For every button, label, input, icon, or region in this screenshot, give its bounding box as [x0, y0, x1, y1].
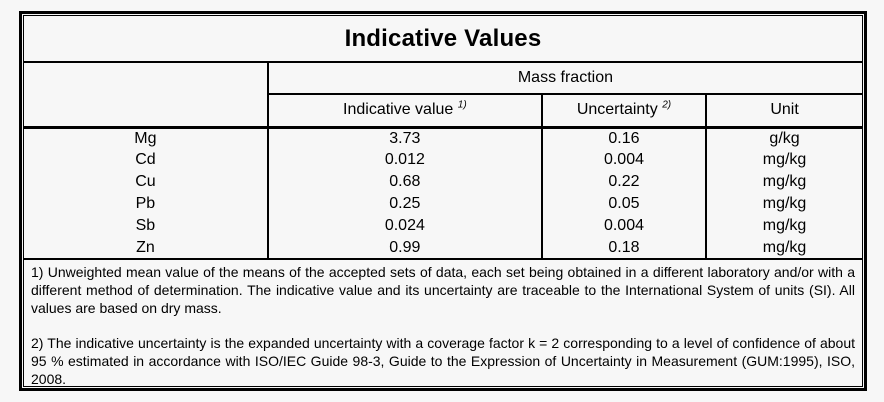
- indicative-values-document: Indicative Values Mass fraction Indicati…: [19, 11, 867, 391]
- table-outer-border: Indicative Values Mass fraction Indicati…: [19, 11, 867, 391]
- footnote-marker-1: 1): [457, 99, 467, 111]
- value-cell: 0.012: [266, 149, 542, 171]
- col-header-uncertainty-label: Uncertainty: [576, 101, 658, 119]
- table-inner-border: Indicative Values Mass fraction Indicati…: [23, 15, 863, 390]
- unit-cell: mg/kg: [705, 237, 862, 259]
- uncertainty-cell: 0.18: [540, 237, 707, 259]
- table-row: Cd 0.012 0.004 mg/kg: [24, 149, 862, 171]
- uncertainty-cell: 0.16: [540, 127, 707, 149]
- col-header-unit: Unit: [706, 94, 862, 129]
- footnote-marker-2: 2): [662, 99, 672, 111]
- col-header-indicative-value: Indicative value 1): [266, 94, 543, 129]
- element-cell: Cu: [135, 173, 156, 190]
- unit-cell: mg/kg: [705, 193, 862, 215]
- element-cell: Mg: [134, 129, 157, 147]
- unit-cell: mg/kg: [705, 149, 862, 171]
- value-cell: 0.99: [266, 237, 542, 259]
- title-row: Indicative Values: [24, 16, 862, 63]
- group-header-row: Mass fraction: [24, 62, 862, 129]
- col-header-indicative-value-label: Indicative value: [343, 101, 454, 119]
- footnotes-section: 1) Unweighted mean value of the means of…: [24, 258, 862, 390]
- table-row: Sb 0.024 0.004 mg/kg: [24, 215, 862, 237]
- uncertainty-cell: 0.004: [540, 215, 707, 237]
- column-header-row: Indicative value 1) Uncertainty 2) Unit: [24, 94, 862, 129]
- table-row: Pb 0.25 0.05 mg/kg: [24, 193, 862, 215]
- uncertainty-cell: 0.22: [540, 171, 707, 193]
- element-cell: Sb: [135, 217, 156, 234]
- element-cell: Pb: [135, 195, 156, 212]
- value-cell: 0.024: [266, 215, 542, 237]
- unit-cell: mg/kg: [705, 171, 862, 193]
- unit-cell: g/kg: [705, 127, 862, 149]
- value-cell: 0.68: [266, 171, 542, 193]
- footnote-1: 1) Unweighted mean value of the means of…: [31, 264, 855, 316]
- uncertainty-cell: 0.05: [540, 193, 707, 215]
- value-cell: 0.25: [266, 193, 542, 215]
- indicative-values-table: Indicative Values Mass fraction Indicati…: [24, 16, 862, 390]
- unit-cell: mg/kg: [705, 215, 862, 237]
- element-cell: Cd: [135, 151, 156, 168]
- value-cell: 3.73: [266, 127, 542, 149]
- footnote-2: 2) The indicative uncertainty is the exp…: [31, 335, 855, 387]
- table-row: Mg 3.73 0.16 g/kg: [24, 127, 862, 149]
- table-row: Zn 0.99 0.18 mg/kg: [24, 237, 862, 259]
- uncertainty-cell: 0.004: [540, 149, 707, 171]
- group-header-mass-fraction: Mass fraction: [267, 62, 862, 95]
- table-row: Cu 0.68 0.22 mg/kg: [24, 171, 862, 193]
- col-header-uncertainty: Uncertainty 2): [541, 94, 708, 129]
- page-title: Indicative Values: [24, 16, 862, 63]
- element-cell: Zn: [136, 238, 155, 256]
- footnotes-row: 1) Unweighted mean value of the means of…: [24, 258, 862, 390]
- element-column-corner-cell: [24, 62, 269, 129]
